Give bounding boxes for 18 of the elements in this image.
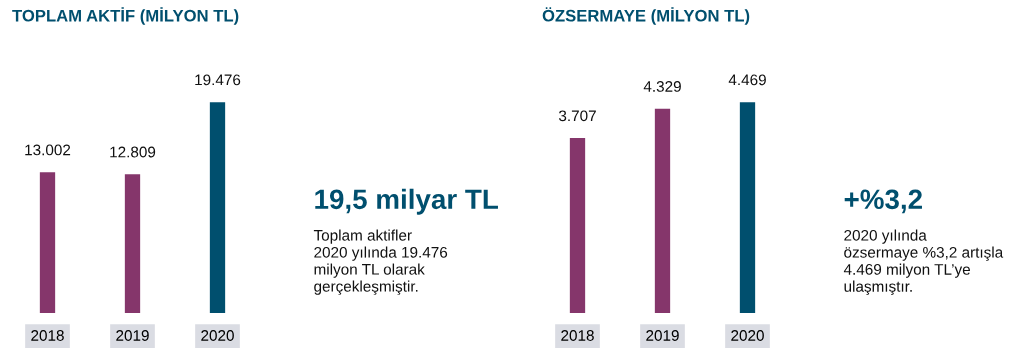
x-tick-label: 2018 [31,330,64,341]
data-label: 12.809 [110,146,156,158]
x-tick-label: 2018 [561,330,594,341]
text: 2020 yılında özsermaye %3,2 artışla 4.469 milyon TL’ye ulaşmıştır. [843,229,1004,295]
x-tick-label: 2019 [116,330,149,341]
x-tick-label: 2020 [731,330,764,341]
text: 19,5 milyar TL [315,188,498,215]
data-label: 4.469 [728,74,766,86]
data-label: 19.476 [195,74,241,86]
text: Toplam aktifler 2020 yılında 19.476 milyon TL olarak gerçekleşmiştir. [313,229,448,295]
data-label: 4.329 [643,81,681,92]
text: +%3,2 [844,189,922,214]
data-label: 13.002 [25,144,71,156]
data-label: 3.707 [558,110,596,122]
x-tick-label: 2019 [646,330,679,341]
chart-title: ÖZSERMAYE (MİLYON TL) [542,7,750,25]
chart-title: TOPLAM AKTİF (MİLYON TL) [12,7,239,25]
x-tick-label: 2020 [201,330,234,341]
